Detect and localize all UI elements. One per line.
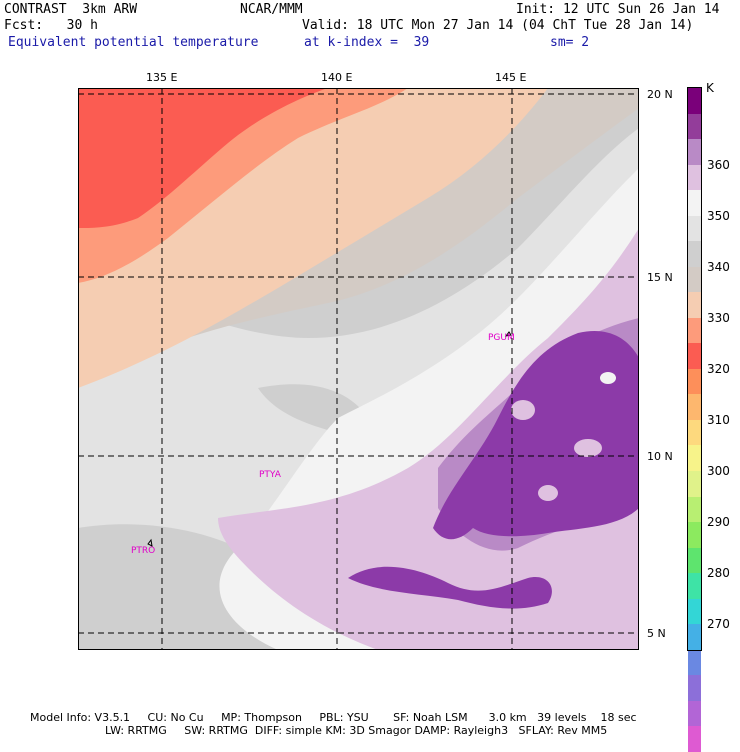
colorbar-swatch [688, 394, 701, 420]
valid-time: Valid: 18 UTC Mon 27 Jan 14 (04 ChT Tue … [302, 18, 694, 33]
institution: NCAR/MMM [240, 2, 303, 17]
colorbar-label: 280 [707, 566, 730, 581]
colorbar-swatch [688, 573, 701, 599]
colorbar-swatch [688, 139, 701, 165]
colorbar-swatch [688, 368, 701, 395]
field-hole-3 [538, 485, 558, 501]
lat-tick-20: 20 N [647, 88, 673, 101]
colorbar-swatch [688, 317, 701, 344]
level-index: at k-index = 39 [304, 35, 430, 50]
colorbar-label: 300 [707, 464, 730, 479]
field-hole-2 [574, 439, 602, 457]
field-365-region [218, 228, 639, 650]
colorbar-label: 340 [707, 259, 730, 274]
lon-tick-140: 140 E [321, 71, 353, 84]
equivalent-potential-temperature-map [78, 88, 639, 650]
smoothing: sm= 2 [550, 35, 590, 50]
colorbar-swatch [688, 190, 701, 216]
colorbar-swatch [688, 675, 701, 701]
colorbar-swatch [688, 419, 701, 446]
lon-tick-145: 145 E [495, 71, 527, 84]
colorbar-label: 350 [707, 208, 730, 223]
colorbar-swatch [688, 649, 701, 676]
lat-tick-10: 10 N [647, 450, 673, 463]
colorbar-swatch [688, 445, 701, 471]
colorbar-label: 360 [707, 157, 730, 172]
colorbar-swatch [688, 547, 701, 574]
island-palau-outline [147, 538, 153, 547]
colorbar-swatch [688, 292, 701, 318]
colorbar-swatch [688, 726, 701, 752]
map-svg [78, 88, 639, 650]
island-guam-outline [504, 331, 512, 337]
init-time: Init: 12 UTC Sun 26 Jan 14 [516, 2, 720, 17]
forecast-hour: Fcst: 30 h [4, 18, 98, 33]
field-hole-1 [511, 400, 535, 420]
colorbar-swatch [688, 598, 701, 625]
colorbar-label: 330 [707, 310, 730, 325]
colorbar-label: 320 [707, 362, 730, 376]
colorbar [687, 87, 702, 752]
station-ptro: PTRO [131, 546, 156, 556]
colorbar-swatch [688, 624, 701, 650]
colorbar-label: 270 [707, 617, 730, 632]
colorbar-swatch [688, 266, 701, 293]
colorbar-swatch [688, 496, 701, 523]
model-title: CONTRAST 3km ARW [4, 2, 138, 17]
colorbar-swatch [688, 88, 701, 114]
footer-model-info: Model Info: V3.5.1 CU: No Cu MP: Thompso… [30, 711, 637, 724]
colorbar-swatch [688, 700, 701, 727]
station-ptya: PTYA [259, 470, 281, 480]
station-pgum: PGUM [488, 333, 515, 343]
field-330-region [78, 88, 328, 228]
colorbar-swatch [688, 241, 701, 267]
colorbar-swatch [688, 343, 701, 369]
colorbar-swatch [688, 470, 701, 497]
footer-physics-info: LW: RRTMG SW: RRTMG DIFF: simple KM: 3D … [105, 724, 608, 737]
map-frame [78, 88, 639, 650]
field-name: Equivalent potential temperature [8, 35, 259, 50]
colorbar-label: 310 [707, 413, 730, 428]
field-hole-4 [600, 372, 616, 384]
colorbar-swatch [688, 522, 701, 548]
lon-tick-135: 135 E [146, 71, 178, 84]
lat-tick-15: 15 N [647, 271, 673, 284]
colorbar-swatch [688, 215, 701, 242]
colorbar-label: 290 [707, 515, 730, 530]
graticule [78, 88, 639, 650]
field-375-main [433, 330, 639, 540]
colorbar-swatch [688, 164, 701, 191]
field-375-south [348, 566, 552, 609]
lat-tick-5: 5 N [647, 627, 666, 640]
colorbar-swatch [688, 113, 701, 140]
colorbar-unit: K [706, 81, 714, 95]
